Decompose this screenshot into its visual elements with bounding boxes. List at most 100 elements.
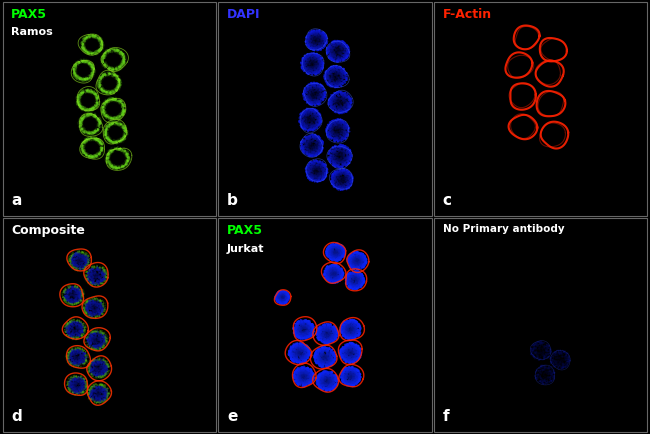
Point [322,331,332,338]
Point [339,70,349,77]
Point [532,372,542,378]
Point [307,106,318,113]
Point [307,119,317,126]
Point [319,171,330,178]
Point [309,79,319,86]
Point [303,352,313,359]
Point [355,260,365,267]
Point [83,36,94,43]
Point [306,86,316,93]
Point [114,77,124,84]
Point [316,91,326,98]
Point [335,122,345,129]
Point [356,283,367,290]
Point [322,320,332,327]
Point [67,261,77,268]
Point [85,391,96,398]
Point [333,161,344,168]
Point [326,377,336,384]
Point [93,374,103,381]
Point [77,305,87,312]
Point [330,241,341,248]
Point [81,276,91,283]
Point [296,343,306,350]
Point [296,63,307,70]
Point [101,74,111,81]
Point [118,132,128,138]
Point [297,147,307,154]
Point [62,327,72,334]
Point [73,322,84,329]
Point [82,260,92,267]
Point [77,58,88,65]
Point [313,379,323,386]
Point [353,259,363,266]
Point [541,364,551,371]
Point [311,50,322,57]
Point [320,88,330,95]
Point [82,268,92,275]
Point [86,34,97,41]
Point [309,141,320,148]
Point [98,87,109,94]
Point [315,90,325,97]
Point [349,249,359,256]
Point [322,330,333,337]
Point [337,161,348,168]
Point [299,380,309,387]
Point [352,263,362,270]
Point [100,370,110,377]
Point [78,351,88,358]
Point [319,358,330,365]
Point [324,264,335,271]
Point [347,330,358,337]
Point [310,60,320,67]
Point [313,69,324,76]
Point [310,171,320,178]
Point [302,111,312,118]
Point [335,151,345,158]
Point [76,292,86,299]
Point [337,152,348,159]
Point [77,90,88,97]
Point [330,253,340,260]
Point [69,292,79,299]
Point [536,376,547,383]
Point [102,390,112,397]
Point [110,113,120,120]
Point [355,350,365,357]
Point [332,269,343,276]
Point [82,378,92,385]
Point [293,367,304,374]
Point [92,263,103,270]
Point [312,96,322,103]
Point [553,359,564,366]
Point [82,129,92,136]
Point [306,29,317,36]
Point [332,256,343,263]
Point [312,355,322,362]
Point [344,323,355,330]
Point [351,276,361,283]
Point [106,119,116,126]
Point [81,383,91,390]
Point [98,272,109,279]
Point [101,358,111,365]
Point [328,54,338,61]
Point [335,350,346,357]
Point [78,120,88,127]
Point [98,303,108,310]
Point [313,97,323,104]
Point [71,75,81,82]
Point [339,120,349,127]
Point [313,82,324,89]
Point [317,141,328,148]
Point [66,384,77,391]
Point [343,326,353,332]
Point [318,326,329,333]
Point [88,371,99,378]
Point [335,349,346,356]
Point [346,356,357,363]
Point [337,96,347,103]
Point [298,117,309,124]
